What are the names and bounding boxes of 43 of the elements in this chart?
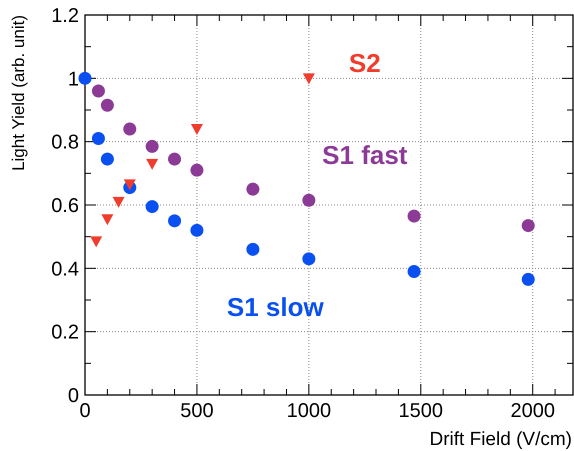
point [246, 182, 260, 196]
y-tick-label: 0.8 [51, 132, 79, 154]
point [168, 214, 182, 228]
point [112, 196, 125, 208]
point [190, 124, 203, 135]
point [78, 72, 92, 85]
point [124, 179, 136, 190]
x-tick-label: 2000 [510, 400, 555, 422]
x-tick-label: 1500 [398, 400, 444, 422]
point [90, 236, 102, 248]
y-tick-label: 0.6 [51, 195, 79, 217]
point [123, 122, 136, 136]
series-label: S2 [348, 48, 381, 78]
point [302, 73, 315, 84]
point [146, 140, 159, 153]
point [246, 242, 260, 256]
point [302, 252, 316, 266]
point [522, 219, 535, 232]
point [190, 164, 204, 177]
point [408, 265, 421, 278]
y-tick-label: 1 [68, 68, 79, 90]
y-tick-label: 0.4 [51, 258, 79, 280]
point [92, 84, 105, 98]
y-tick-label: 1.2 [51, 5, 79, 27]
point [92, 132, 105, 145]
point [146, 158, 158, 170]
y-axis-title: Light Yield (arb. unit) [9, 15, 28, 171]
point [408, 210, 421, 223]
series-label: S1 slow [226, 292, 324, 322]
y-tick-label: 0.2 [51, 322, 79, 344]
point [100, 98, 114, 112]
point [168, 152, 182, 166]
x-tick-label: 500 [180, 400, 214, 422]
x-tick-label: 1000 [286, 400, 332, 422]
point [100, 152, 114, 166]
series-label: S1 fast [322, 140, 408, 170]
point [302, 194, 316, 207]
point [146, 200, 159, 214]
x-axis-title: Drift Field (V/cm) [430, 429, 572, 450]
y-tick-label: 0 [68, 385, 79, 407]
point [522, 272, 535, 286]
point [190, 224, 204, 237]
point [101, 214, 114, 226]
